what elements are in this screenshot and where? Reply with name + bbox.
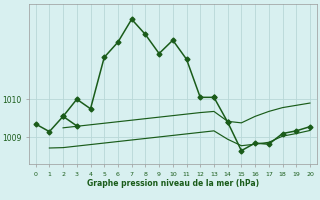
- X-axis label: Graphe pression niveau de la mer (hPa): Graphe pression niveau de la mer (hPa): [87, 179, 259, 188]
